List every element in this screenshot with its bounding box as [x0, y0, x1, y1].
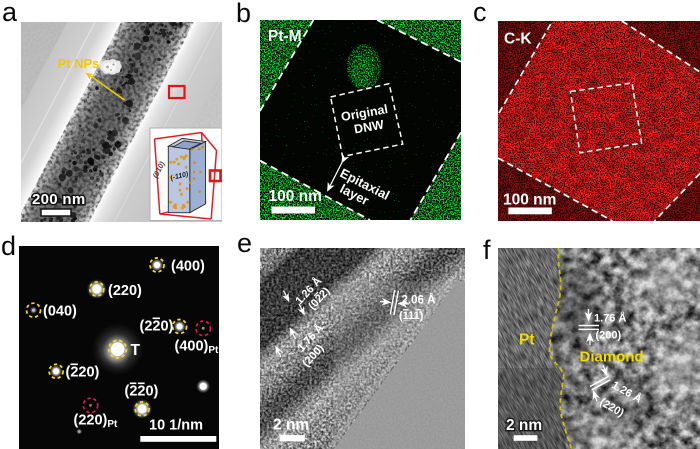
svg-text:(400): (400): [171, 259, 205, 275]
svg-text:(111): (111): [399, 310, 424, 322]
svg-text:(-110): (-110): [170, 171, 190, 182]
svg-text:100 nm: 100 nm: [269, 188, 322, 205]
svg-text:(220): (220): [66, 365, 100, 381]
svg-text:T: T: [131, 342, 141, 359]
svg-text:100 nm: 100 nm: [503, 192, 556, 209]
svg-text:200 nm: 200 nm: [32, 191, 86, 208]
svg-text:10 1/nm: 10 1/nm: [149, 418, 203, 434]
svg-text:DNW: DNW: [353, 118, 385, 137]
svg-text:Pt-M: Pt-M: [268, 28, 302, 45]
svg-text:1.76 Å: 1.76 Å: [594, 312, 626, 325]
svg-text:(220)Pt: (220)Pt: [74, 413, 119, 431]
svg-text:(200): (200): [596, 330, 622, 342]
svg-text:2 nm: 2 nm: [506, 417, 542, 434]
svg-text:(400)Pt: (400)Pt: [175, 339, 220, 357]
svg-text:(220): (220): [125, 384, 159, 400]
svg-text:Pt NPs: Pt NPs: [58, 56, 100, 71]
svg-text:2 nm: 2 nm: [273, 417, 309, 434]
svg-text:Pt: Pt: [519, 332, 535, 349]
svg-text:(220): (220): [140, 319, 174, 335]
svg-text:C-K: C-K: [504, 31, 532, 48]
svg-text:2.06 Å: 2.06 Å: [402, 294, 436, 307]
svg-text:(220): (220): [108, 283, 142, 299]
svg-text:(040): (040): [43, 304, 77, 320]
svg-text:Diamond: Diamond: [580, 349, 644, 366]
